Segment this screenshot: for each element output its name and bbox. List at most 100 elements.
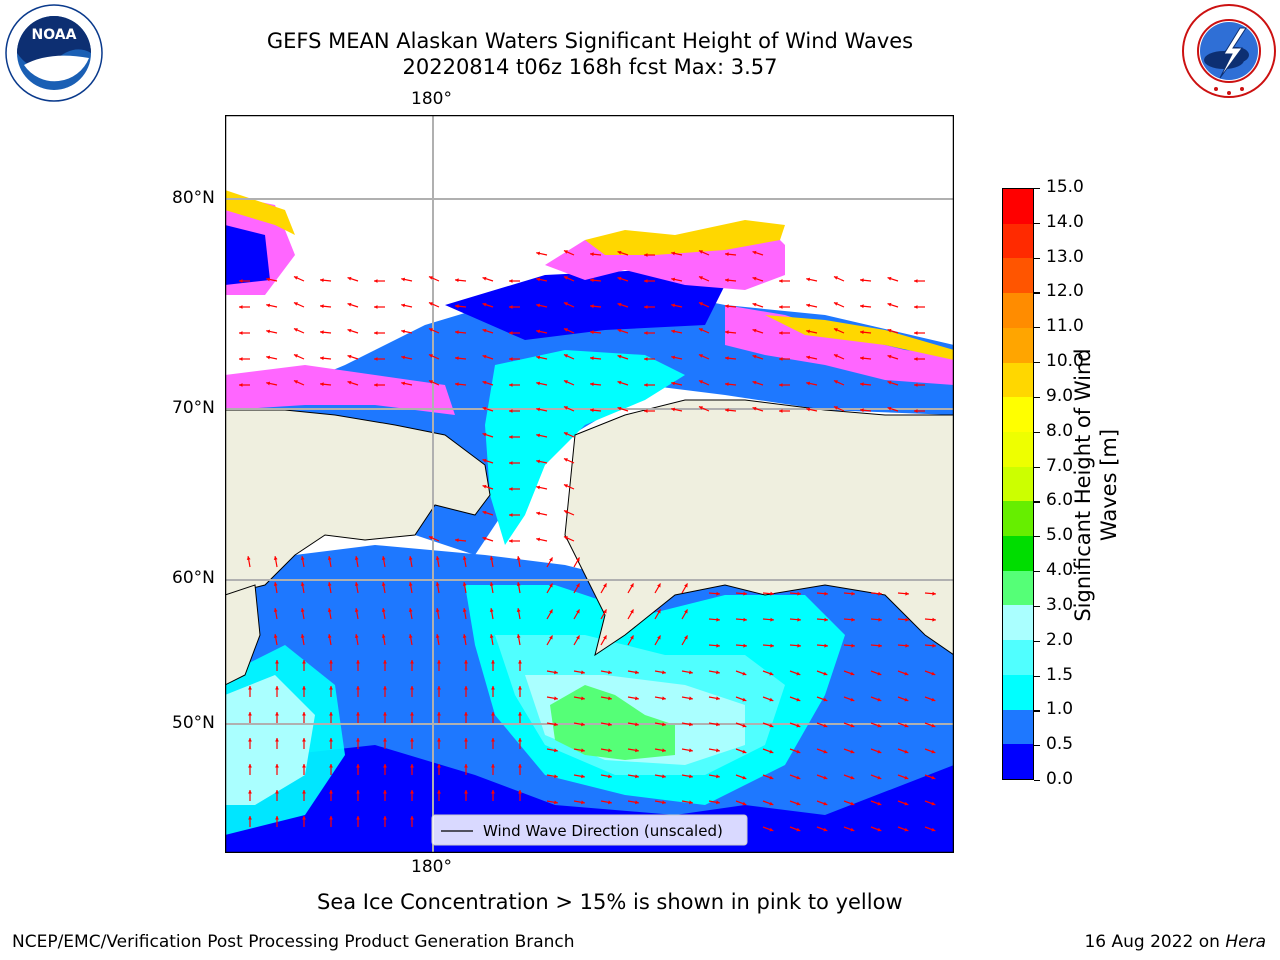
wind-wave-arrow-head <box>576 609 580 614</box>
wind-wave-arrow-head <box>752 302 757 307</box>
wind-wave-arrow-head <box>698 328 703 332</box>
wind-wave-arrow-head <box>536 251 541 256</box>
wind-wave-arrow-head <box>769 749 774 754</box>
wind-wave-arrow-head <box>796 671 801 676</box>
wind-wave-arrow-head <box>327 582 332 586</box>
wind-wave-arrow-head <box>860 330 864 335</box>
noaa-logo-text: NOAA <box>32 27 77 43</box>
wind-wave-arrow-head <box>662 800 666 805</box>
wind-wave-arrow-head <box>581 774 585 779</box>
wind-wave-arrow-head <box>931 801 936 806</box>
wind-wave-arrow-head <box>689 722 693 727</box>
wind-wave-arrow-head <box>347 302 352 307</box>
wind-wave-arrow-head <box>657 609 661 614</box>
wind-wave-arrow-head <box>428 380 433 384</box>
wind-wave-arrow-head <box>437 764 441 768</box>
wind-wave-arrow-head <box>428 354 433 358</box>
wind-wave-arrow-head <box>914 409 918 413</box>
wind-wave-arrow-head <box>887 276 892 281</box>
wind-wave-arrow-head <box>725 304 729 309</box>
wind-wave-arrow-head <box>536 485 541 490</box>
wind-wave-arrow-head <box>455 356 459 361</box>
map-canvas: Wind Wave Direction (unscaled) <box>224 114 955 854</box>
wind-wave-arrow-head <box>644 253 648 257</box>
wind-wave-arrow-head <box>860 356 864 361</box>
wind-wave-arrow-head <box>509 461 513 465</box>
wind-wave-arrow-head <box>491 790 495 794</box>
wind-wave-arrow-head <box>617 276 622 281</box>
wind-wave-arrow-head <box>877 671 882 676</box>
wind-wave-arrow-head <box>300 608 305 612</box>
wind-wave-arrow-head <box>671 407 676 412</box>
wind-wave-arrow-head <box>374 279 378 283</box>
wind-wave-arrow-head <box>509 331 513 335</box>
wind-wave-arrow-head <box>302 686 306 690</box>
wind-wave-arrow-head <box>329 660 333 664</box>
wind-wave-arrow-head <box>518 738 522 742</box>
wind-wave-arrow-head <box>608 774 612 779</box>
wind-wave-arrow-head <box>608 800 612 805</box>
wind-wave-arrow-head <box>698 406 703 410</box>
wind-wave-arrow-head <box>716 722 720 727</box>
wind-wave-arrow-head <box>275 738 279 742</box>
wind-wave-arrow-head <box>482 432 487 437</box>
wind-wave-arrow-head <box>635 748 639 753</box>
wind-wave-arrow-head <box>644 383 648 387</box>
colorbar-tick-label: 0.0 <box>1046 769 1074 789</box>
wind-wave-arrow-head <box>563 328 568 332</box>
wind-wave-arrow-head <box>823 749 828 754</box>
wind-wave-arrow-head <box>554 722 558 727</box>
wind-wave-arrow-head <box>410 738 414 742</box>
wind-wave-arrow-head <box>549 557 553 562</box>
wind-wave-arrow-head <box>518 764 522 768</box>
wind-wave-arrow-head <box>491 738 495 742</box>
wind-wave-arrow-head <box>590 304 594 309</box>
wind-wave-arrow-head <box>725 252 729 257</box>
wind-wave-arrow-head <box>698 302 703 306</box>
title-line-2: 20220814 t06z 168h fcst Max: 3.57 <box>402 55 778 79</box>
wind-wave-arrow-head <box>516 556 521 560</box>
wind-wave-arrow-head <box>347 354 352 359</box>
colorbar-tick-mark <box>1034 222 1040 224</box>
wind-wave-arrow-head <box>347 380 352 385</box>
wind-wave-arrow-head <box>491 764 495 768</box>
wind-wave-arrow-head <box>590 278 594 283</box>
wind-wave-arrow-head <box>248 790 252 794</box>
wind-wave-arrow-head <box>698 250 703 254</box>
wind-wave-arrow-head <box>657 583 661 588</box>
sea-ice-west-inner <box>225 225 270 285</box>
wind-wave-arrow-head <box>779 331 783 335</box>
wind-wave-arrow-head <box>590 356 594 361</box>
wind-wave-arrow-head <box>320 330 324 335</box>
wind-wave-arrow-head <box>887 406 892 411</box>
wind-wave-arrow-head <box>383 738 387 742</box>
sea-ice-beaufort-yellow <box>765 315 954 360</box>
wind-wave-arrow-head <box>914 383 918 387</box>
wind-wave-arrow-head <box>742 697 747 702</box>
wind-wave-arrow-head <box>302 764 306 768</box>
wind-wave-arrow-head <box>769 775 774 780</box>
wind-wave-arrow-head <box>752 328 757 333</box>
wind-wave-arrow-head <box>293 354 298 358</box>
wind-wave-arrow-head <box>273 556 278 560</box>
wind-wave-arrow-head <box>354 556 359 560</box>
wind-wave-arrow-head <box>509 487 513 491</box>
wind-wave-arrow-head <box>904 723 909 728</box>
wind-wave-arrow-head <box>779 305 783 309</box>
colorbar-tick-mark <box>1034 362 1040 364</box>
wind-wave-arrow-head <box>554 774 558 779</box>
wind-wave-arrow-head <box>833 302 838 306</box>
wind-wave-arrow-head <box>482 536 487 541</box>
wind-wave-arrow-head <box>410 686 414 690</box>
wind-wave-arrow-head <box>327 634 332 638</box>
wind-wave-arrow-head <box>437 686 441 690</box>
wind-wave-arrow-head <box>796 749 801 754</box>
footer-right: 16 Aug 2022 on Hera <box>1084 932 1266 952</box>
wind-wave-arrow-head <box>608 696 612 701</box>
wind-wave-arrow-head <box>608 670 612 675</box>
wind-wave-arrow-head <box>887 354 892 359</box>
colorbar-tick-label: 0.5 <box>1046 734 1074 755</box>
wind-wave-arrow-head <box>770 617 774 622</box>
colorbar-swatches <box>1002 188 1034 780</box>
wind-wave-arrow-head <box>689 696 693 701</box>
